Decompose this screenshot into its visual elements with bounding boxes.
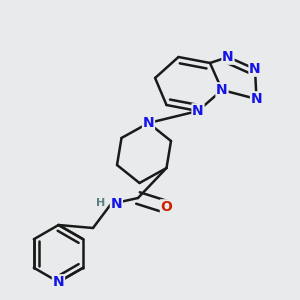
Text: N: N	[192, 104, 204, 118]
Text: O: O	[160, 200, 172, 214]
Text: N: N	[111, 197, 122, 211]
Text: N: N	[251, 92, 262, 106]
Text: H: H	[97, 198, 106, 208]
Text: N: N	[216, 83, 228, 97]
Text: N: N	[249, 62, 261, 76]
Text: N: N	[53, 275, 64, 289]
Text: N: N	[222, 50, 234, 64]
Text: N: N	[143, 116, 154, 130]
